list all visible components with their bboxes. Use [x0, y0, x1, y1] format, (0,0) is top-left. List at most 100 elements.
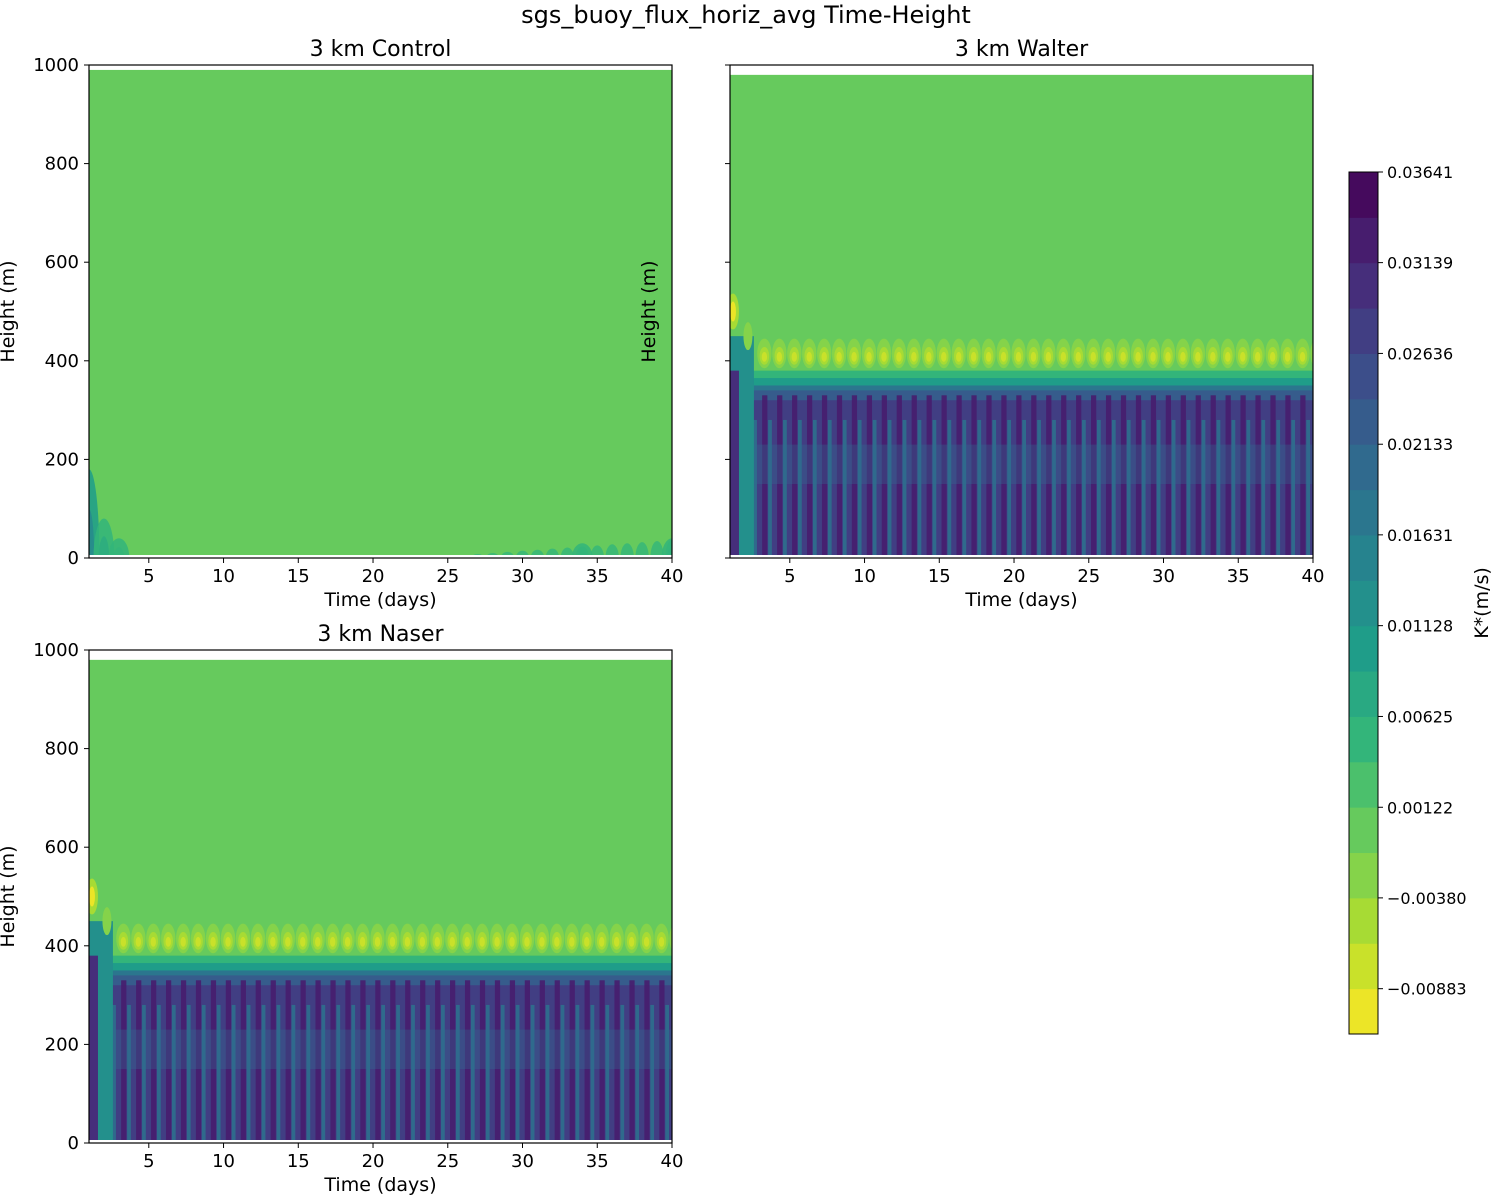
oscillation-stripe: [1091, 395, 1097, 558]
oscillation-stripe: [851, 395, 858, 558]
x-tick-label: 40: [661, 566, 684, 587]
x-tick-label: 15: [928, 566, 951, 587]
oscillation-stripe: [1270, 395, 1276, 558]
oscillation-stripe: [887, 419, 892, 558]
x-axis-label: Time (days): [323, 1174, 436, 1196]
oscillation-stripe: [941, 395, 947, 558]
spinup-column: [730, 370, 739, 558]
oscillation-stripe: [836, 395, 843, 558]
colorbar-band: [1349, 444, 1378, 491]
oscillation-stripe: [420, 980, 426, 1143]
oscillation-stripe: [614, 980, 620, 1143]
oscillation-stripe: [231, 1004, 236, 1143]
oscillation-stripe: [1240, 395, 1246, 558]
oscillation-stripe: [127, 1004, 131, 1143]
inversion-blob: [669, 926, 672, 950]
oscillation-stripe: [1285, 395, 1291, 558]
oscillation-stripe: [866, 395, 873, 558]
oscillation-stripe: [225, 980, 232, 1143]
oscillation-stripe: [986, 395, 992, 558]
inversion-blob: [1225, 351, 1231, 362]
mid-layer-band: [89, 1029, 672, 1070]
inversion-blob: [494, 936, 500, 947]
oscillation-stripe: [1246, 419, 1251, 558]
colorbar-frame: [1348, 171, 1379, 1035]
oscillation-stripe: [157, 1004, 161, 1143]
inversion-blob: [240, 936, 246, 947]
oscillation-stripe: [336, 1004, 341, 1143]
oscillation-stripe: [1315, 395, 1320, 558]
oscillation-stripe: [1126, 419, 1131, 558]
oscillation-stripe: [857, 419, 862, 558]
x-tick-label: 25: [436, 1151, 459, 1172]
colorbar-band: [1349, 625, 1378, 672]
oscillation-stripe: [1016, 395, 1022, 558]
oscillation-stripe: [405, 980, 411, 1143]
oscillation-stripe: [1067, 419, 1071, 558]
colorbar-band: [1349, 716, 1378, 763]
inversion-blob: [671, 937, 672, 944]
x-tick-label: 15: [287, 566, 310, 587]
inversion-blob: [210, 936, 216, 947]
inversion-blob: [1105, 351, 1111, 362]
x-tick-label: 15: [287, 1151, 310, 1172]
y-tick-label: 800: [45, 739, 79, 760]
colorbar-band: [1349, 988, 1378, 1035]
oscillation-stripe: [1150, 395, 1157, 558]
y-tick-label: 1000: [33, 640, 79, 661]
oscillation-stripe: [165, 980, 172, 1143]
inversion-blob: [1240, 351, 1246, 362]
x-tick-label: 20: [1003, 566, 1026, 587]
oscillation-stripe: [1201, 419, 1206, 558]
y-tick-label: 200: [45, 1034, 79, 1055]
oscillation-stripe: [351, 1004, 356, 1143]
oscillation-stripe: [261, 1004, 266, 1143]
inversion-blob: [389, 936, 396, 947]
oscillation-stripe: [375, 980, 381, 1143]
y-tick-label: 1000: [33, 55, 79, 76]
oscillation-stripe: [455, 1004, 460, 1143]
mid-layer-band: [730, 444, 1313, 485]
inversion-blob: [449, 936, 455, 947]
oscillation-stripe: [216, 1004, 221, 1143]
oscillation-stripe: [932, 419, 937, 558]
oscillation-stripe: [255, 980, 261, 1143]
oscillation-stripe: [650, 1004, 655, 1143]
oscillation-stripe: [360, 980, 366, 1143]
contour-feature: [605, 544, 619, 558]
oscillation-stripe: [1291, 419, 1296, 558]
colorbar-tick-label: −0.00380: [1387, 889, 1467, 908]
inversion-blob: [434, 936, 440, 947]
contour-feature-core: [89, 509, 95, 558]
oscillation-stripe: [827, 419, 832, 558]
inversion-blob: [120, 936, 127, 947]
x-tick-label: 20: [362, 1151, 385, 1172]
inversion-blob: [344, 936, 351, 947]
oscillation-stripe: [479, 980, 486, 1143]
inversion-blob: [776, 351, 783, 362]
y-tick-label: 200: [45, 449, 79, 470]
colorbar-tick-label: 0.02133: [1387, 435, 1453, 454]
oscillation-stripe: [195, 980, 202, 1143]
inversion-blob: [643, 936, 650, 947]
x-tick-label: 20: [362, 566, 385, 587]
y-tick-label: 600: [45, 252, 79, 273]
oscillation-stripe: [1225, 395, 1231, 558]
oscillation-stripe: [777, 395, 783, 558]
x-tick-label: 40: [1302, 566, 1325, 587]
oscillation-stripe: [842, 419, 847, 558]
colorbar-band: [1349, 943, 1378, 990]
oscillation-stripe: [629, 980, 635, 1143]
inversion-blob: [374, 936, 381, 947]
oscillation-stripe: [470, 1004, 475, 1143]
oscillation-stripe: [201, 1004, 206, 1143]
inversion-blob: [1090, 351, 1096, 362]
oscillation-stripe: [1141, 419, 1146, 558]
oscillation-stripe: [1300, 395, 1306, 558]
inversion-blob: [956, 351, 962, 362]
inversion-blob: [1150, 351, 1156, 362]
inversion-blob: [1015, 351, 1022, 362]
inversion-blob: [1120, 351, 1126, 362]
spinup-peak: [89, 886, 95, 907]
inversion-blob: [329, 936, 336, 947]
